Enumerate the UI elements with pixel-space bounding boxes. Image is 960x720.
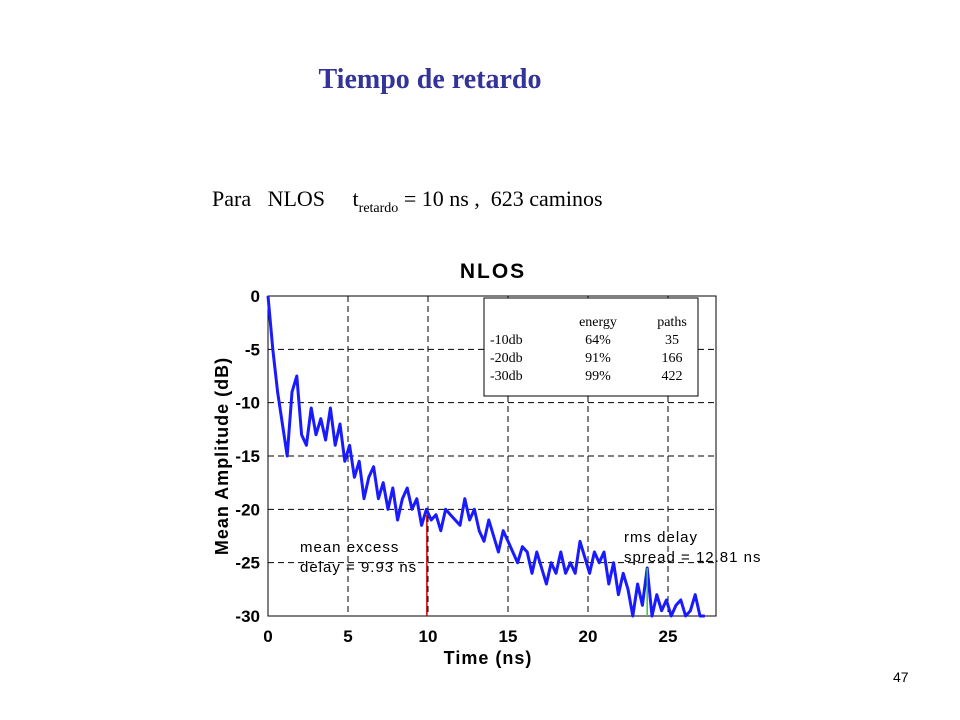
x-tick-label: 25	[659, 627, 678, 646]
subtitle: Para NLOS tretardo = 10 ns , 623 caminos	[212, 186, 603, 216]
annotation: delay = 9.93 ns	[300, 559, 417, 576]
table-cell: 166	[662, 351, 683, 366]
slide-title: Tiempo de retardo	[319, 64, 542, 95]
x-tick-label: 0	[263, 627, 272, 646]
x-tick-label: 10	[419, 627, 438, 646]
table-cell: 99%	[585, 369, 611, 384]
data-line	[266, 295, 705, 618]
y-tick-label: -15	[235, 447, 260, 466]
table-cell: 91%	[585, 351, 611, 366]
table-cell: 64%	[585, 333, 611, 348]
table-cell: -10db	[490, 333, 523, 348]
y-tick-label: -20	[235, 500, 260, 519]
table-cell: 35	[665, 333, 679, 348]
chart-title: NLOS	[460, 260, 526, 283]
page-number: 47	[893, 669, 909, 685]
x-tick-label: 5	[343, 627, 352, 646]
subtitle-text: = 10 ns , 623 caminos	[398, 186, 602, 211]
table-cell: 422	[662, 369, 683, 384]
y-tick-label: -25	[235, 554, 260, 573]
table-cell: -30db	[490, 369, 523, 384]
subtitle-text: Para NLOS t	[212, 186, 359, 211]
subtitle-subscript: retardo	[359, 201, 399, 216]
x-tick-label: 15	[499, 627, 518, 646]
y-tick-label: 0	[251, 287, 260, 306]
annotation: mean excess	[300, 539, 399, 556]
x-tick-label: 20	[579, 627, 598, 646]
y-tick-label: -5	[245, 340, 260, 359]
annotation: spread = 12.81 ns	[624, 549, 762, 566]
y-tick-label: -30	[235, 607, 260, 626]
y-tick-label: -10	[235, 394, 260, 413]
inset-box	[483, 297, 699, 397]
annotation: rms delay	[624, 529, 698, 546]
table-cell: -20db	[490, 351, 523, 366]
y-axis-label: Mean Amplitude (dB)	[212, 357, 232, 555]
table-header: paths	[657, 315, 687, 330]
x-axis-label: Time (ns)	[444, 648, 533, 668]
table-header: energy	[579, 315, 617, 330]
